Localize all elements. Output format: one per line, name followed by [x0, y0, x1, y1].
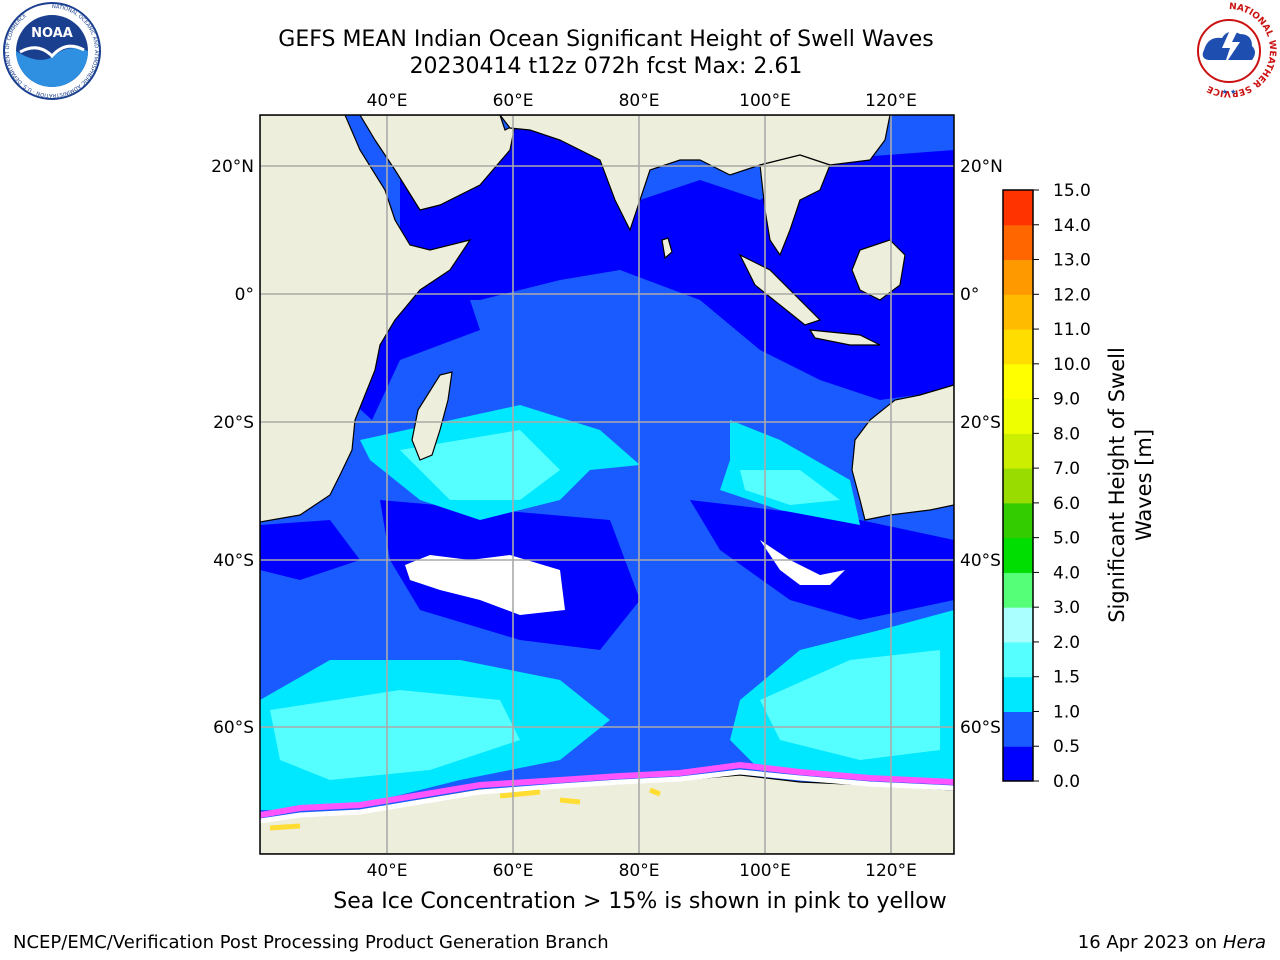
lon-tick-top: 80°E — [619, 91, 660, 111]
colorbar-segment — [1003, 607, 1033, 643]
indochina — [759, 154, 831, 257]
sea-ice-edge — [260, 761, 954, 818]
colorbar-label: 3.0 — [1053, 598, 1080, 618]
colorbar-label: 9.0 — [1053, 390, 1080, 410]
colorbar-label: 2.0 — [1053, 633, 1080, 653]
africa — [260, 115, 472, 523]
sri-lanka — [661, 237, 673, 260]
colorbar-segment — [1003, 363, 1033, 400]
colorbar-frame — [1002, 189, 1034, 782]
lon-tick-top: 100°E — [739, 91, 791, 111]
colorbar-segment — [1003, 711, 1033, 747]
colorbar-segment — [1003, 537, 1033, 573]
sea-ice-caption: Sea Ice Concentration > 15% is shown in … — [333, 889, 947, 914]
colorbar-label: 15.0 — [1053, 181, 1091, 201]
lon-tick-top: 40°E — [367, 91, 408, 111]
colorbar-segment — [1003, 641, 1033, 678]
java — [808, 329, 881, 346]
lat-tick-right: 0° — [960, 285, 979, 305]
footer-producer: NCEP/EMC/Verification Post Processing Pr… — [13, 932, 609, 953]
colorbar-label: 7.0 — [1053, 459, 1080, 479]
colorbar-segment — [1003, 502, 1033, 539]
colorbar: 0.0 0.5 1.0 1.5 2.0 3.0 4.0 5.0 6.0 7.0 8.0 9.0 10.0… — [1002, 181, 1156, 792]
colorbar-label: 0.0 — [1053, 772, 1080, 792]
colorbar-label: 6.0 — [1053, 494, 1080, 514]
svg-text:★ ★: ★ ★ — [1222, 88, 1237, 96]
noaa-logo: NATIONAL OCEANIC AND ATMOSPHERIC ADMINIS… — [3, 2, 101, 100]
colorbar-segment — [1003, 398, 1033, 434]
colorbar-segment — [1003, 572, 1033, 608]
map-grid — [260, 115, 954, 854]
colorbar-label: 1.5 — [1053, 668, 1080, 688]
lat-tick-left: 0° — [235, 285, 254, 305]
lat-tick-right: 60°S — [960, 718, 1001, 738]
lat-tick-left: 60°S — [213, 718, 254, 738]
sea-ice-white — [260, 769, 954, 824]
colorbar-label: 13.0 — [1053, 251, 1091, 271]
lat-tick-left: 20°N — [211, 157, 254, 177]
colorbar-title: Significant Height of Swell Waves [m] — [1105, 347, 1156, 623]
colorbar-label: 4.0 — [1053, 563, 1080, 583]
land — [260, 115, 954, 854]
colorbar-label: 1.0 — [1053, 702, 1080, 722]
lat-tick-right: 40°S — [960, 551, 1001, 571]
lon-tick-bottom: 120°E — [865, 861, 917, 881]
sumatra — [738, 253, 822, 326]
lon-tick-top: 60°E — [493, 91, 534, 111]
colorbar-segment — [1003, 329, 1033, 365]
colorbar-segment — [1003, 433, 1033, 469]
chart-title: GEFS MEAN Indian Ocean Significant Heigh… — [278, 27, 934, 52]
colorbar-label: 14.0 — [1053, 216, 1091, 236]
swell-zone-core-south-east — [760, 650, 940, 760]
colorbar-title-line2: Waves [m] — [1132, 429, 1156, 541]
nws-logo: NATIONAL WEATHER SERVICE ★ ★ — [1182, 2, 1277, 98]
swell-zone-core-south-west — [270, 690, 520, 780]
colorbar-label: 0.5 — [1053, 737, 1080, 757]
australia — [851, 384, 954, 521]
colorbar-segment — [1003, 746, 1033, 782]
map-tick-labels: 40°E 40°E 60°E 60°E 80°E 80°E 100°E 100°E 120°E 1… — [211, 91, 1003, 881]
colorbar-segment — [1003, 259, 1033, 295]
colorbar-label: 10.0 — [1053, 355, 1091, 375]
lon-tick-bottom: 60°E — [493, 861, 534, 881]
chart-subtitle: 20230414 t12z 072h fcst Max: 2.61 — [409, 54, 803, 79]
colorbar-label: 8.0 — [1053, 424, 1080, 444]
lon-tick-bottom: 80°E — [619, 861, 660, 881]
swell-zone-far-west — [260, 520, 360, 580]
lon-tick-bottom: 40°E — [367, 861, 408, 881]
colorbar-segment — [1003, 468, 1033, 504]
lat-tick-right: 20°S — [960, 413, 1001, 433]
sea-ice-yellow — [269, 787, 661, 831]
colorbar-label: 12.0 — [1053, 285, 1091, 305]
svg-text:NOAA: NOAA — [31, 26, 73, 41]
colorbar-label: 5.0 — [1053, 529, 1080, 549]
colorbar-segment — [1003, 676, 1033, 712]
map-frame — [259, 114, 955, 855]
colorbar-segment — [1003, 190, 1033, 226]
lon-tick-bottom: 100°E — [739, 861, 791, 881]
colorbar-segment — [1003, 294, 1033, 330]
arabia — [359, 115, 516, 211]
footer-date: 16 Apr 2023 on Hera — [1077, 932, 1266, 953]
colorbar-title-line1: Significant Height of Swell — [1105, 347, 1129, 623]
south-asia — [499, 115, 891, 232]
map-panel — [260, 115, 954, 854]
madagascar — [411, 371, 453, 461]
lat-tick-left: 40°S — [213, 551, 254, 571]
masked-area-2 — [760, 540, 845, 585]
lat-tick-left: 20°S — [213, 413, 254, 433]
masked-area-1 — [405, 555, 565, 615]
colorbar-segment — [1003, 224, 1033, 261]
lon-tick-top: 120°E — [865, 91, 917, 111]
swell-zone-core-west — [400, 430, 560, 500]
lat-tick-right: 20°N — [960, 157, 1003, 177]
colorbar-label: 11.0 — [1053, 320, 1091, 340]
